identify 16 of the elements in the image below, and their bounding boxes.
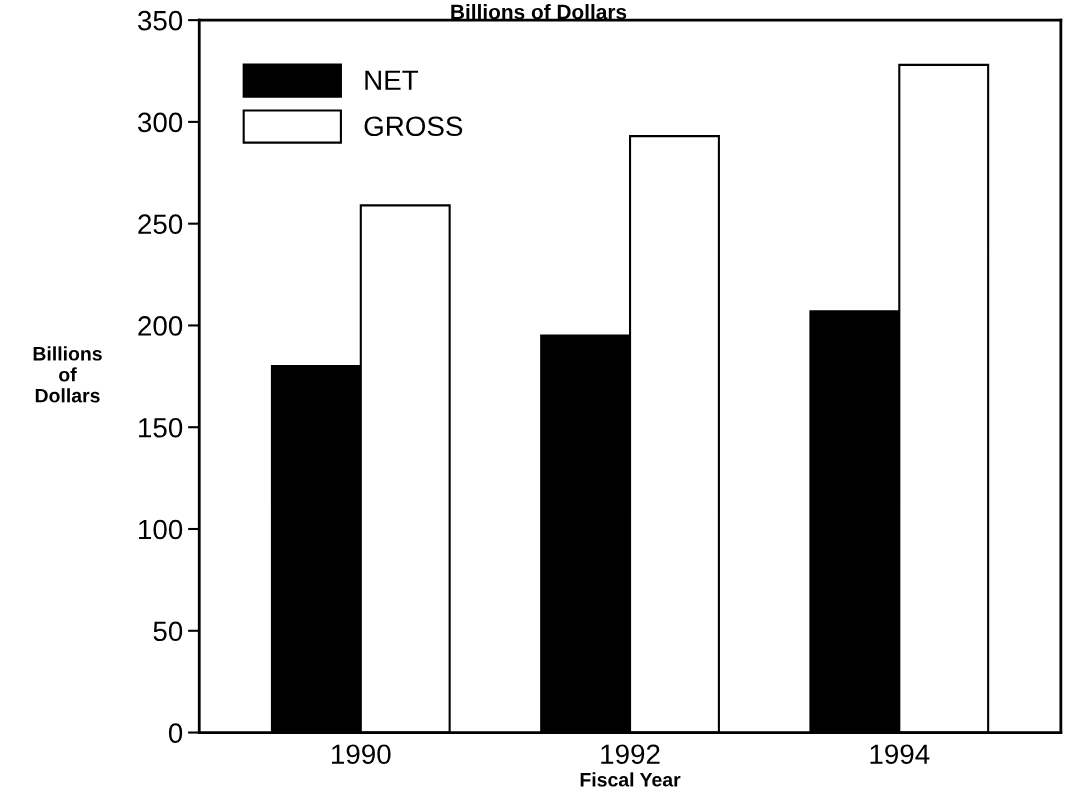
x-axis-title: Fiscal Year bbox=[580, 772, 681, 787]
y-tick-label: 350 bbox=[137, 10, 183, 31]
y-tick-label: 150 bbox=[139, 417, 183, 438]
legend-label: NET bbox=[365, 70, 419, 90]
y-tick-label: 250 bbox=[138, 214, 183, 235]
x-tick-label: 1992 bbox=[601, 744, 660, 765]
y-tick-label: 300 bbox=[137, 112, 183, 133]
chart-title: Billions of Dollars bbox=[451, 4, 627, 20]
y-axis-title: Billions of Dollars bbox=[33, 346, 102, 403]
legend-label: GROSS bbox=[364, 116, 463, 137]
x-tick-label: 1990 bbox=[332, 744, 391, 765]
x-tick-label: 1994 bbox=[870, 744, 930, 765]
y-tick-label: 100 bbox=[139, 519, 183, 540]
y-tick-label: 0 bbox=[168, 723, 183, 743]
y-tick-label: 50 bbox=[153, 621, 183, 642]
y-tick-label: 200 bbox=[138, 316, 183, 336]
